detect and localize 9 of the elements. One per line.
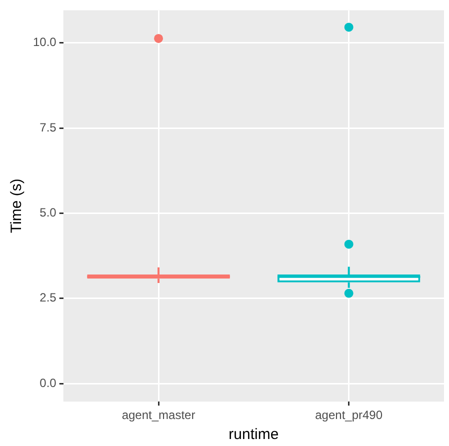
- y-tick-label: 7.5: [40, 120, 57, 134]
- y-tick-label: 0.0: [40, 376, 57, 390]
- y-tick-label: 2.5: [40, 290, 57, 305]
- y-axis-title: Time (s): [8, 178, 26, 234]
- y-tick-label: 10.0: [32, 35, 57, 50]
- y-tick-label: 5.0: [40, 206, 57, 220]
- x-tick-label: agent_pr490: [315, 408, 383, 422]
- x-tick-label: agent_master: [122, 408, 196, 422]
- x-axis-title: runtime: [228, 426, 279, 444]
